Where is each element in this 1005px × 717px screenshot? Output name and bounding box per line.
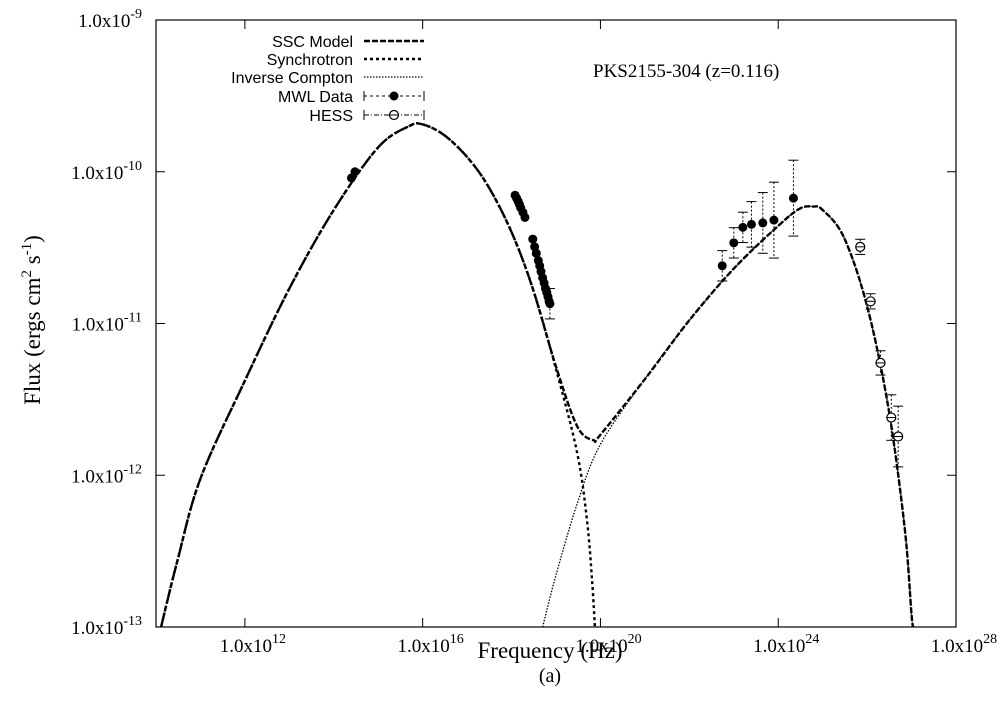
legend-marker-mwl (389, 91, 399, 101)
figure-caption: (a) (539, 665, 561, 687)
x-tick-labels: 1.0x1012 1.0x1016 1.0x1020 1.0x1024 1.0x1028 (220, 632, 997, 657)
mwl-point (738, 222, 748, 232)
legend-label: SSC Model (272, 34, 353, 51)
y-tick-labels: 1.0x10-13 1.0x10-12 1.0x10-11 1.0x10-10 1.0x… (71, 7, 142, 639)
plot-frame (155, 19, 957, 628)
y-tick-label: 1.0x10-11 (72, 311, 142, 336)
x-tick-label: 1.0x1012 (220, 632, 286, 657)
axis-ticks (156, 19, 957, 628)
mwl-point (758, 218, 768, 228)
x-axis-title: Frequency (Hz) (478, 638, 623, 663)
legend-label: Synchrotron (267, 52, 353, 69)
x-tick-label: 1.0x1024 (753, 632, 819, 657)
legend-label: HESS (309, 108, 353, 125)
mwl-point (729, 238, 739, 248)
data-points (346, 159, 904, 468)
x-tick-label: 1.0x1016 (398, 632, 464, 657)
mwl-point (788, 193, 798, 203)
inverse-compton-curve (541, 205, 915, 627)
y-axis-title: Flux (ergs cm2 s-1) (19, 235, 45, 405)
chart-title: PKS2155-304 (z=0.116) (593, 61, 779, 82)
x-tick-label: 1.0x1028 (931, 632, 997, 657)
mwl-point (350, 167, 360, 177)
mwl-point (545, 299, 555, 309)
mwl-point (769, 215, 779, 225)
mwl-point (746, 219, 756, 229)
y-tick-label: 1.0x10-13 (71, 614, 142, 639)
mwl-point (717, 261, 727, 271)
y-tick-label: 1.0x10-12 (71, 462, 142, 487)
mwl-point (520, 212, 530, 222)
synchrotron-curve (159, 122, 597, 627)
mwl-point (531, 248, 541, 258)
y-tick-label: 1.0x10-9 (78, 7, 142, 32)
mwl-point (528, 234, 538, 244)
legend-label: Inverse Compton (231, 70, 353, 87)
y-tick-label: 1.0x10-10 (71, 159, 142, 184)
model-curves (159, 122, 915, 627)
legend-label: MWL Data (278, 89, 353, 106)
ssc-model-curve (159, 122, 915, 627)
x-tick-label: 1.0x1020 (575, 632, 641, 657)
